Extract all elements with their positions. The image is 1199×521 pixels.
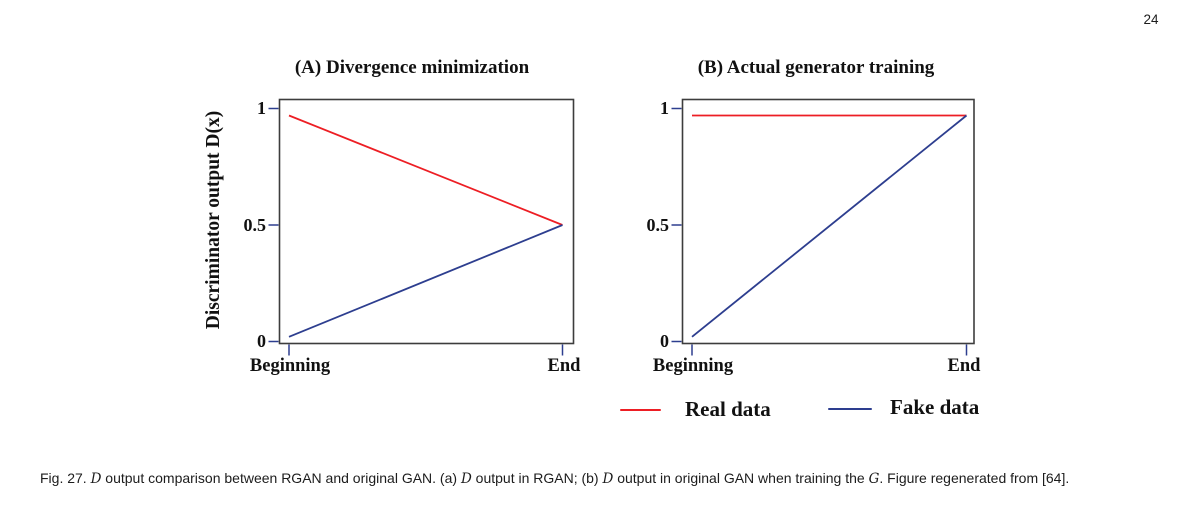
fake-data-line-chart-a (288, 224, 563, 338)
legend-fake-data-line-icon (828, 408, 872, 411)
legend-fake-data-label: Fake data (890, 395, 980, 419)
chart-b-xtick-end: End (947, 356, 981, 376)
chart-a-ytick-0: 0 (257, 331, 266, 351)
chart-a-xtick-beginning: Beginning (249, 356, 331, 376)
caption-math-symbol: G (868, 471, 880, 487)
plot-border-b (681, 98, 975, 345)
caption-text: output comparison between RGAN and origi… (101, 470, 461, 486)
caption-text: output in RGAN; (b) (471, 470, 603, 486)
caption-math-symbol: D (602, 471, 614, 487)
page-number: 24 (1143, 12, 1159, 27)
chart-a-ytick-05: 0.5 (243, 215, 267, 235)
caption-math-symbol: D (90, 471, 102, 487)
chart-a-xtick-end: End (547, 356, 581, 376)
figure-caption: Fig. 27. D output comparison between RGA… (40, 470, 1166, 489)
caption-text: . Figure regenerated from [64]. (879, 470, 1070, 486)
legend-real-data-label: Real data (685, 397, 771, 421)
caption-text: output in original GAN when training the (613, 470, 869, 486)
chart-b-ytick-0: 0 (660, 331, 669, 351)
chart-b-ytick-1: 1 (660, 98, 669, 118)
fake-data-line-chart-b (691, 114, 968, 338)
plot-border-a (278, 98, 575, 345)
chart-b-ytick-05: 0.5 (646, 215, 670, 235)
caption-text: Fig. 27. (40, 470, 91, 486)
caption-math-symbol: D (460, 471, 472, 487)
real-data-line-chart-a (288, 114, 563, 226)
legend-real-data-line-icon (620, 409, 661, 412)
chart-b-title: (B) Actual generator training (697, 57, 935, 78)
chart-a-title: (A) Divergence minimization (294, 57, 530, 78)
chart-b-xtick-beginning: Beginning (652, 356, 734, 376)
chart-a-ytick-1: 1 (257, 98, 266, 118)
y-axis-label: Discriminator output D(x) (203, 110, 224, 330)
